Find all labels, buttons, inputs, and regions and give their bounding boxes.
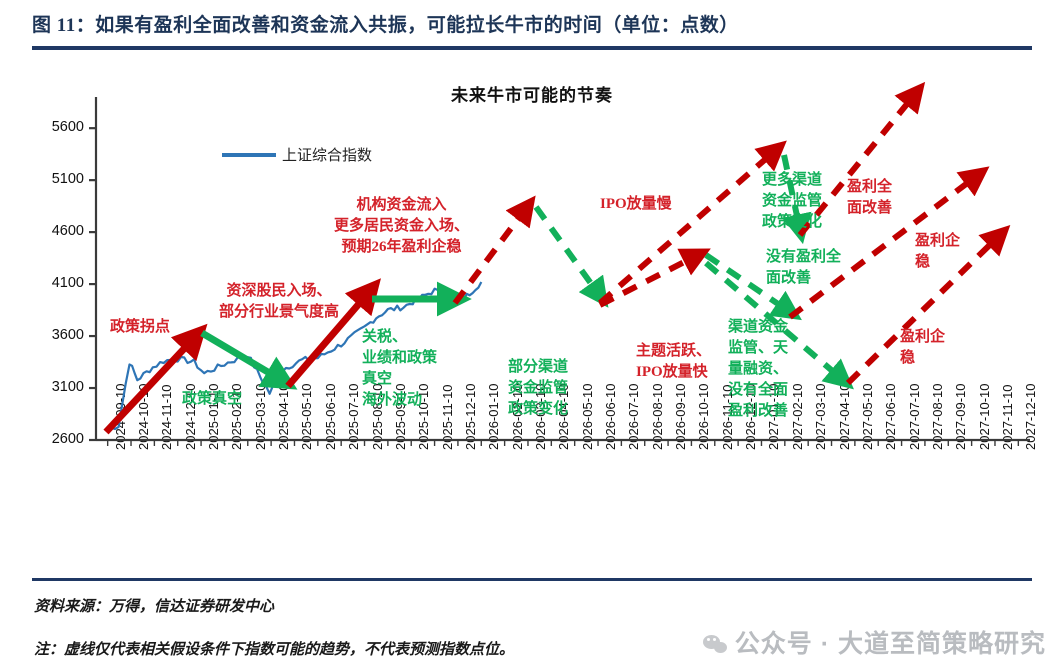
chart-title: 未来牛市可能的节奏 [451,86,613,105]
note-text: 注：虚线仅代表相关假设条件下指数可能的趋势，不代表预测指数点位。 [34,642,515,658]
trend-arrow-t6 [533,205,609,308]
y-tick-label: 3600 [51,327,84,344]
watermark: 公众号 · 大道至简策略研究 [702,624,1046,660]
trend-arrow-t7 [598,140,787,306]
figure-title: 图 11：如果有盈利全面改善和资金流入共振，可能拉长牛市的时间（单位：点数） [32,15,739,36]
y-tick-label: 2600 [51,431,84,447]
annotation-a14: 盈利企 稳 [900,329,946,366]
annotation-a8: 主题活跃、 IPO放量快 [636,343,712,380]
y-tick-marks [89,127,96,442]
trend-arrow-t14 [845,224,1011,386]
annotation-a6: 部分渠道 资金监管 政策变化 [508,359,569,417]
chart-area: 未来牛市可能的节奏 上证综合指数 2600 3100 3600 4100 4600 510… [0,55,1064,575]
annotation-a13: 盈利企 稳 [915,233,961,270]
axis-lines [94,97,1030,442]
y-tick-label: 5100 [51,171,84,188]
source-text: 资料来源：万得，信达证券研发中心 [34,599,275,615]
annotation-a3: 资深股民入场、 部分行业景气度高 [219,283,340,320]
footer-divider [32,578,1032,581]
trend-arrow-t8 [598,248,711,308]
legend-label-sse: 上证综合指数 [282,148,373,164]
y-tick-label: 4600 [51,223,84,240]
annotation-a9: 更多渠道 资金监管 政策变化 [762,172,823,230]
y-tick-label: 3100 [51,379,84,396]
annotation-a4: 机构资金流入 更多居民资金入场、 预期26年盈利企稳 [334,197,470,255]
annotation-a5: 关税、 业绩和政策 真空 海外波动 [362,329,438,408]
watermark-label: 公众号 · 大道至简策略研究 [734,630,1046,658]
trend-arrow-t3 [285,278,381,389]
trend-arrow-t9 [781,154,812,245]
annotation-a7: IPO放量慢 [600,196,672,212]
trend-arrow-t1 [103,323,208,435]
x-tick-marks [106,440,1020,446]
plot-canvas [89,81,1030,446]
title-divider [32,46,1032,50]
trend-arrow-t12 [788,166,990,320]
y-tick-label: 4100 [51,275,84,292]
annotation-a10: 盈利全 面改善 [847,179,893,216]
trend-arrow-t13 [704,260,854,390]
annotation-a12: 渠道资金 监管、天 量融资、 没有全面 盈利改善 [728,319,789,419]
trend-arrow-t10 [704,252,802,321]
trend-arrow-t2 [200,329,298,390]
annotation-a2: 政策真空 [182,391,243,407]
trend-arrow-t5 [452,195,536,305]
annotation-a1: 政策拐点 [110,319,171,335]
legend-swatch-sse [222,152,276,157]
annotation-a11: 没有盈利全 面改善 [766,249,842,286]
y-tick-label: 5600 [51,119,84,136]
wechat-icon [702,633,729,655]
trend-arrow-t11 [797,81,926,237]
chart-legend: 上证综合指数 [222,144,372,165]
y-axis-labels: 2600 3100 3600 4100 4600 5100 5600 [30,55,84,575]
